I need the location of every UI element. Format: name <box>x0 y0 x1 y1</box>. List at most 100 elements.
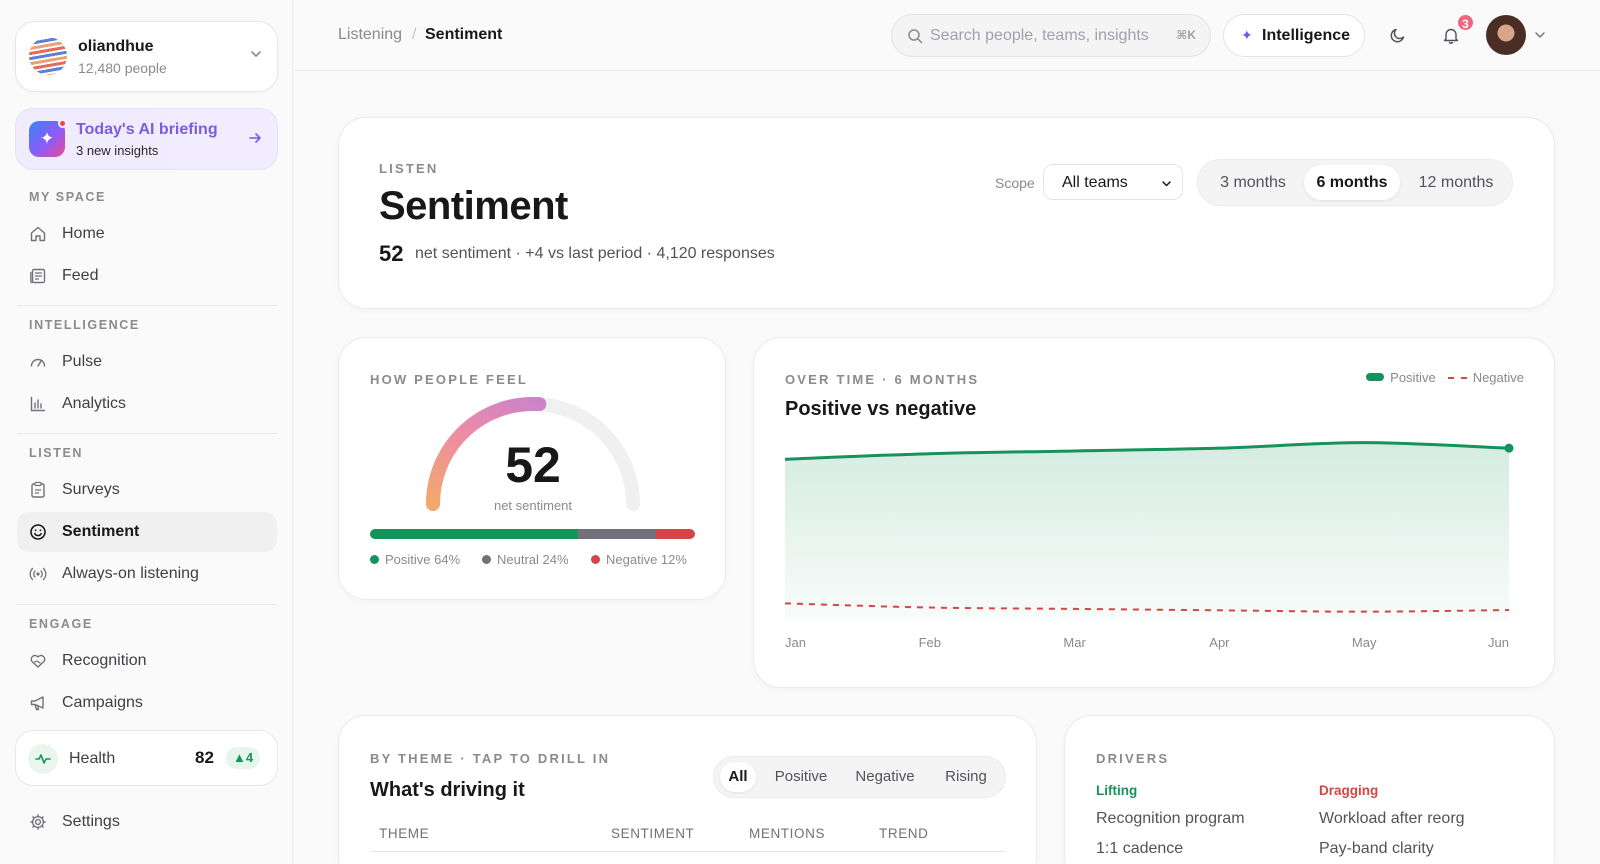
scope-select[interactable]: All teams <box>1043 164 1183 200</box>
column-header-sentiment[interactable]: SENTIMENT <box>611 826 695 841</box>
sparkle-icon: ✦ <box>29 119 67 157</box>
sidebar-item-label: Pulse <box>62 353 103 370</box>
x-tick-label: Mar <box>1063 635 1086 650</box>
trend-legend: Positive Negative <box>1366 370 1524 386</box>
feed-icon <box>30 268 46 284</box>
section-label-listen: LISTEN <box>29 446 84 460</box>
distribution-segment <box>578 529 656 539</box>
sidebar-item-home[interactable]: Home <box>17 214 277 254</box>
filter-positive[interactable]: Positive <box>774 768 828 785</box>
sidebar-item-label: Sentiment <box>62 523 140 540</box>
series-line-negative <box>784 602 1510 613</box>
gauge-fill <box>426 397 640 511</box>
org-people-count: 12,480 people <box>78 60 167 76</box>
gear-icon <box>30 814 46 830</box>
hero-eyebrow: LISTEN <box>379 161 439 176</box>
over-time-card: OVER TIME · 6 MONTHS Positive vs negativ… <box>753 337 1555 688</box>
sidebar-item-recognition[interactable]: Recognition <box>17 641 277 681</box>
sidebar-item-analytics[interactable]: Analytics <box>17 384 277 424</box>
sidebar-item-sentiment[interactable]: Sentiment <box>17 512 277 552</box>
sidebar-item-campaigns[interactable]: Campaigns <box>17 683 277 723</box>
driver-item[interactable]: 1:1 cadence <box>1096 840 1184 857</box>
driver-item[interactable]: Recognition program <box>1096 810 1245 827</box>
clipboard-icon <box>31 481 45 498</box>
scope-value: All teams <box>1062 174 1128 191</box>
column-header-theme[interactable]: THEME <box>379 826 430 841</box>
search-shortcut: ⌘K <box>1176 28 1196 42</box>
column-header-mentions[interactable]: MENTIONS <box>749 826 826 841</box>
legend-label-positive: Positive <box>1390 370 1436 385</box>
sidebar-item-label: Campaigns <box>62 694 143 711</box>
column-header-trend[interactable]: TREND <box>879 826 929 841</box>
chevron-down-icon <box>1162 181 1171 187</box>
avatar[interactable] <box>1486 15 1526 55</box>
org-switcher[interactable]: oliandhue 12,480 people <box>15 21 278 92</box>
range-6-months[interactable]: 6 months <box>1304 165 1400 200</box>
breadcrumb-listening[interactable]: Listening <box>338 26 403 43</box>
range-12-months[interactable]: 12 months <box>1418 174 1494 191</box>
latest-point-marker[interactable] <box>1504 443 1514 453</box>
section-label-my-space: MY SPACE <box>29 190 106 204</box>
moon-icon[interactable] <box>1389 26 1407 44</box>
sidebar-item-label: Feed <box>62 267 99 284</box>
distribution-segment <box>370 529 578 539</box>
briefing-subtitle: 3 new insights <box>76 143 159 158</box>
sidebar-divider <box>17 305 277 306</box>
bell-icon[interactable] <box>1442 26 1460 44</box>
sidebar-divider <box>17 604 277 605</box>
filter-negative[interactable]: Negative <box>855 768 915 785</box>
legend-label: Positive 64% <box>385 552 461 567</box>
trend-eyebrow: OVER TIME · 6 MONTHS <box>785 372 980 387</box>
topbar: Listening / Sentiment ⌘K ✦ Intelligence … <box>294 0 1600 71</box>
legend-dot <box>482 555 491 564</box>
pulse-icon <box>28 744 58 774</box>
driver-item[interactable]: Pay-band clarity <box>1319 840 1434 857</box>
search-icon <box>908 29 923 44</box>
sidebar-item-label: Surveys <box>62 481 120 498</box>
sidebar-item-label: Settings <box>62 813 120 830</box>
notification-badge: 3 <box>1456 13 1475 32</box>
table-header-divider <box>370 851 1006 852</box>
home-icon <box>30 226 46 242</box>
theme-filter-toggle: All Positive Negative Rising <box>713 756 1006 798</box>
x-tick-label: Jan <box>785 635 806 650</box>
broadcast-icon <box>29 567 47 581</box>
legend-dot <box>591 555 600 564</box>
search-input[interactable] <box>930 25 1165 47</box>
chevron-down-icon[interactable] <box>1534 29 1546 41</box>
sidebar-item-pulse[interactable]: Pulse <box>17 342 277 382</box>
sidebar-item-surveys[interactable]: Surveys <box>17 470 277 510</box>
trend-title: Positive vs negative <box>785 398 977 420</box>
sidebar-item-label: Recognition <box>62 652 147 669</box>
chevron-down-icon <box>251 51 261 57</box>
org-name: oliandhue <box>78 38 154 55</box>
sidebar-item-feed[interactable]: Feed <box>17 256 277 296</box>
sentiment-header-card: LISTEN Sentiment 52 net sentiment · +4 v… <box>338 117 1555 309</box>
dragging-label: Dragging <box>1319 783 1379 798</box>
ai-briefing-card[interactable]: ✦ Today's AI briefing 3 new insights <box>15 108 278 170</box>
filter-all[interactable]: All <box>720 762 756 792</box>
drivers-eyebrow: DRIVERS <box>1096 751 1170 766</box>
breadcrumb-separator: / <box>412 26 417 43</box>
notification-dot <box>58 119 67 128</box>
breadcrumb-current: Sentiment <box>425 26 503 43</box>
legend-dot <box>370 555 379 564</box>
drivers-card: DRIVERS Lifting Dragging Recognition pro… <box>1064 715 1555 864</box>
intelligence-button[interactable]: ✦ Intelligence <box>1223 14 1365 57</box>
briefing-title: Today's AI briefing <box>76 121 218 138</box>
trend-chart: Jan Feb Mar Apr May Jun <box>784 441 1514 650</box>
sentiment-distribution-bar <box>370 529 695 539</box>
themes-title: What's driving it <box>370 779 525 801</box>
legend-neutral: Neutral 24% <box>482 552 569 567</box>
lifting-label: Lifting <box>1096 783 1138 798</box>
gauge-eyebrow: HOW PEOPLE FEEL <box>370 372 528 387</box>
net-sentiment-score: 52 <box>379 241 404 266</box>
search-box[interactable]: ⌘K <box>891 14 1211 57</box>
themes-eyebrow: BY THEME · TAP TO DRILL IN <box>370 751 611 766</box>
driver-item[interactable]: Workload after reorg <box>1319 810 1465 827</box>
filter-rising[interactable]: Rising <box>945 768 987 785</box>
health-card[interactable]: Health 82 ▲4 <box>15 730 278 786</box>
range-3-months[interactable]: 3 months <box>1220 174 1286 191</box>
sidebar-item-always-on-listening[interactable]: Always-on listening <box>17 554 277 594</box>
sidebar-item-settings[interactable]: Settings <box>17 802 277 842</box>
